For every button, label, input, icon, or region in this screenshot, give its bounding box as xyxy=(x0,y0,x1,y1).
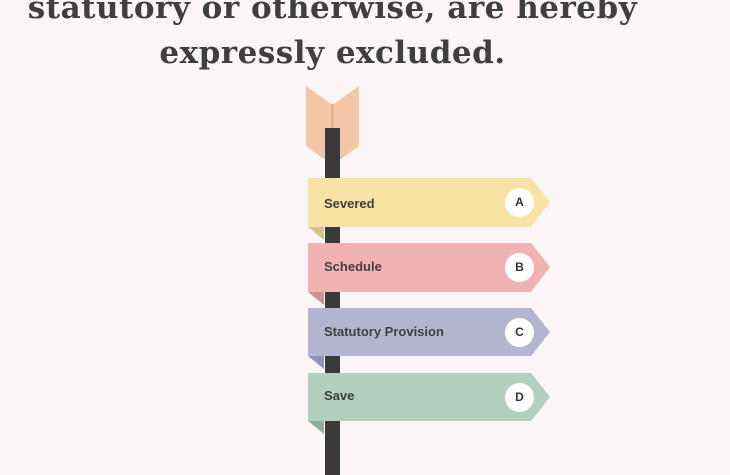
sign-a-board xyxy=(308,178,550,227)
heading: statutory or otherwise, are hereby expre… xyxy=(0,0,665,76)
sign-d-fold xyxy=(308,421,324,434)
arrow-fletching xyxy=(306,86,359,164)
sign-c xyxy=(308,308,550,369)
sign-d-badge: D xyxy=(505,383,534,412)
sign-c-label: Statutory Provision xyxy=(324,324,444,339)
sign-a-fold xyxy=(308,227,324,240)
fletching-right xyxy=(334,86,359,164)
sign-d-label: Save xyxy=(324,388,355,403)
sign-b xyxy=(308,243,550,305)
sign-a xyxy=(308,178,550,240)
sign-c-fold xyxy=(308,356,324,369)
sign-b-board xyxy=(308,243,550,292)
sign-c-badge: C xyxy=(505,318,534,347)
sign-b-label: Schedule xyxy=(324,259,382,274)
sign-a-label: Severed xyxy=(324,196,375,211)
sign-b-fold xyxy=(308,292,324,305)
sign-b-badge: B xyxy=(505,253,534,282)
heading-line-2: expressly excluded. xyxy=(159,35,506,71)
fletching-left xyxy=(306,86,331,164)
sign-c-board xyxy=(308,308,550,356)
sign-d-board xyxy=(308,373,550,421)
heading-line-1: statutory or otherwise, are hereby xyxy=(27,0,638,26)
sign-d xyxy=(308,373,550,434)
sign-a-badge: A xyxy=(505,188,534,217)
